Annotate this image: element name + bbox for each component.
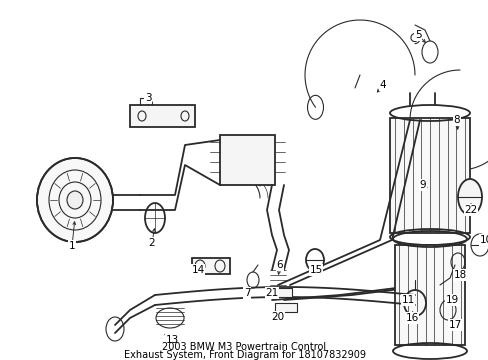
Text: 16: 16 — [405, 313, 418, 323]
Bar — [220, 135, 274, 185]
Text: 10: 10 — [478, 235, 488, 245]
Ellipse shape — [37, 158, 113, 242]
Text: 4: 4 — [379, 80, 386, 90]
Text: 6: 6 — [276, 260, 283, 270]
Bar — [192, 258, 229, 274]
Bar — [394, 245, 464, 345]
Text: 7: 7 — [243, 288, 250, 298]
Text: 14: 14 — [191, 265, 204, 275]
Bar — [389, 118, 469, 233]
Text: 17: 17 — [447, 320, 461, 330]
Text: 8: 8 — [453, 115, 459, 125]
Bar — [269, 288, 291, 297]
Text: 18: 18 — [452, 270, 466, 280]
Text: 11: 11 — [401, 295, 414, 305]
Text: 1: 1 — [68, 241, 75, 251]
Text: Exhaust System, Front Diagram for 18107832909: Exhaust System, Front Diagram for 181078… — [123, 350, 365, 360]
Text: 21: 21 — [265, 288, 278, 298]
Text: 2003 BMW M3 Powertrain Control: 2003 BMW M3 Powertrain Control — [162, 342, 326, 352]
Text: 22: 22 — [464, 205, 477, 215]
Bar — [130, 105, 195, 127]
Text: 3: 3 — [144, 93, 151, 103]
Text: 2: 2 — [148, 238, 155, 248]
Ellipse shape — [67, 191, 83, 209]
Text: 9: 9 — [419, 180, 426, 190]
Text: 15: 15 — [309, 265, 322, 275]
Text: 20: 20 — [271, 312, 284, 322]
Ellipse shape — [457, 179, 481, 215]
Bar — [274, 303, 296, 312]
Text: 5: 5 — [414, 30, 421, 40]
Text: 13: 13 — [165, 335, 178, 345]
Text: 19: 19 — [445, 295, 458, 305]
